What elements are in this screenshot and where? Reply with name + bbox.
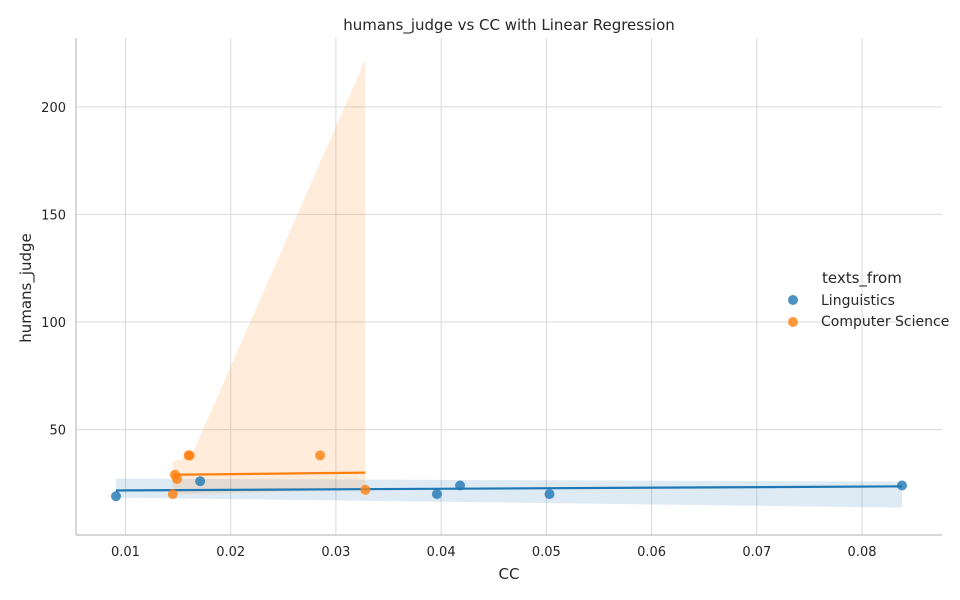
legend-marker-computer-science — [788, 317, 798, 327]
regression-line-linguistics — [115, 485, 903, 492]
legend-marker-linguistics — [788, 295, 798, 305]
x-tick-label: 0.07 — [742, 545, 771, 560]
x-tick-label: 0.06 — [637, 545, 666, 560]
legend: texts_from Linguistics Computer Science — [788, 269, 949, 330]
point-linguistics — [431, 489, 442, 500]
point-linguistics — [110, 491, 121, 502]
y-tick-label: 150 — [41, 208, 66, 223]
legend-title: texts_from — [822, 269, 902, 288]
legend-label-linguistics: Linguistics — [821, 293, 895, 309]
chart-title: humans_judge vs CC with Linear Regressio… — [343, 16, 675, 35]
point-computer-science — [184, 450, 195, 461]
ci-band-computer-science — [172, 59, 366, 495]
ci-band-linguistics — [116, 478, 902, 508]
y-axis-label: humans_judge — [17, 233, 36, 343]
x-tick-label: 0.01 — [111, 545, 140, 560]
y-tick-labels: 50 100 150 200 — [41, 101, 66, 439]
x-axis-label: CC — [499, 565, 520, 583]
x-tick-label: 0.03 — [321, 545, 350, 560]
point-linguistics — [455, 480, 466, 491]
x-tick-label: 0.05 — [532, 545, 561, 560]
x-tick-label: 0.02 — [216, 545, 245, 560]
point-linguistics — [897, 480, 908, 491]
point-linguistics — [195, 476, 206, 487]
point-computer-science — [167, 489, 178, 500]
confidence-bands — [116, 59, 902, 508]
x-tick-labels: 0.01 0.02 0.03 0.04 0.05 0.06 0.07 0.08 — [111, 545, 877, 560]
axes-spines — [75, 38, 942, 536]
legend-label-computer-science: Computer Science — [821, 314, 949, 330]
point-computer-science — [315, 450, 326, 461]
point-computer-science — [172, 474, 183, 485]
regression-line-computer-science — [172, 471, 366, 476]
regression-lines — [115, 471, 903, 492]
x-tick-label: 0.04 — [427, 545, 456, 560]
scatter-points — [110, 450, 908, 502]
y-tick-label: 200 — [41, 101, 66, 116]
x-tick-label: 0.08 — [848, 545, 877, 560]
y-tick-label: 50 — [49, 424, 66, 439]
y-tick-label: 100 — [41, 316, 66, 331]
point-computer-science — [360, 484, 371, 495]
point-linguistics — [544, 489, 555, 500]
